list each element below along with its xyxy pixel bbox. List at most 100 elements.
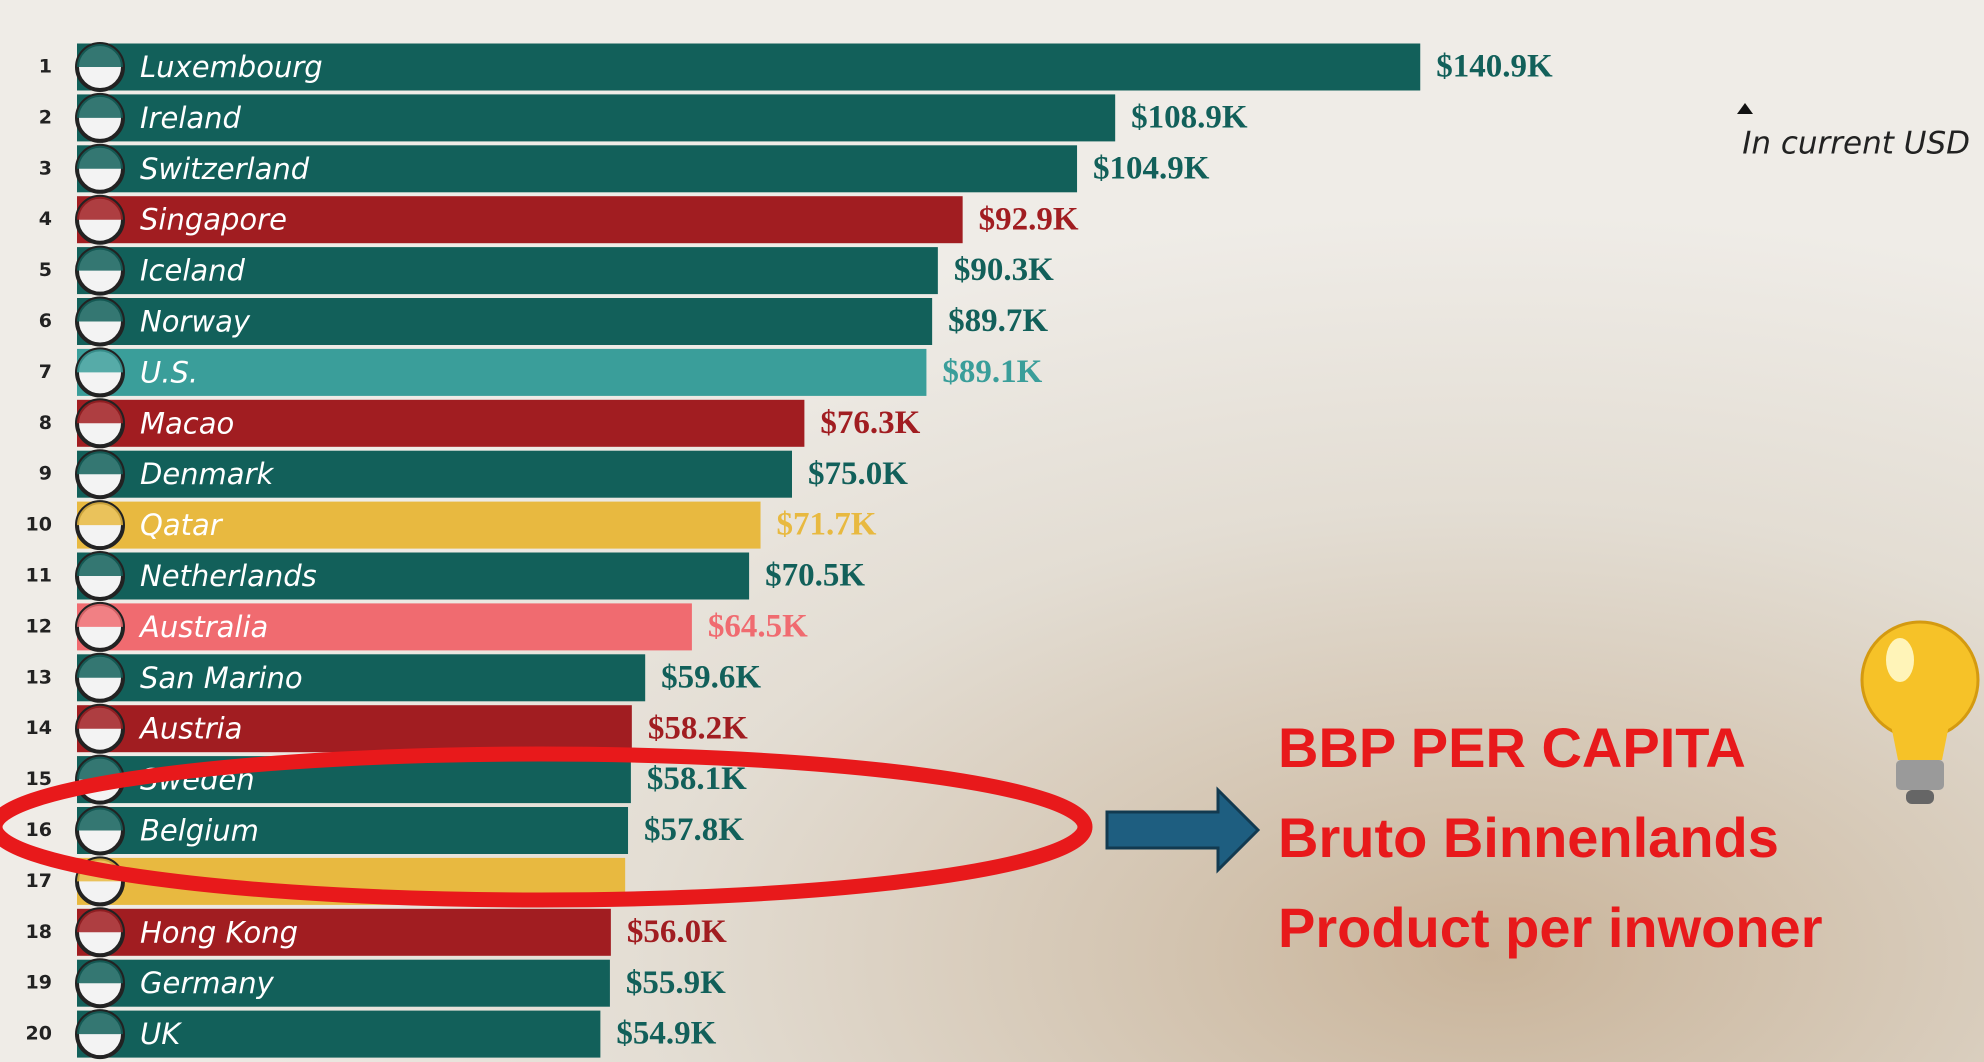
- flag-half: [77, 1011, 123, 1035]
- bar: [77, 552, 750, 600]
- annotation: BBP PER CAPITA: [1278, 716, 1746, 779]
- flag-half: [77, 960, 123, 984]
- bar: [77, 196, 963, 244]
- category-label: Denmark: [140, 457, 274, 491]
- rank-label: 12: [26, 615, 52, 637]
- category-label: Australia: [138, 610, 268, 644]
- value-label: $71.7K: [777, 507, 877, 543]
- bar: [77, 959, 610, 1007]
- flag-half: [77, 349, 123, 373]
- unit-note: In current USD: [1742, 126, 1970, 162]
- rank-label: 8: [39, 412, 52, 434]
- value-label: $76.3K: [820, 405, 920, 441]
- rank-label: 20: [26, 1023, 52, 1045]
- bar: [77, 654, 646, 702]
- rank-label: 18: [26, 921, 52, 943]
- bar: [77, 450, 792, 498]
- category-label: UK: [140, 1017, 182, 1051]
- bar: [77, 1010, 601, 1058]
- flag-half: [77, 502, 123, 526]
- category-label: Switzerland: [140, 152, 310, 186]
- category-label: Luxembourg: [140, 50, 323, 84]
- flag-half: [77, 145, 123, 169]
- flag-half: [77, 654, 123, 678]
- value-label: $92.9K: [979, 201, 1079, 237]
- value-label: $57.8K: [644, 812, 744, 848]
- value-label: $89.1K: [942, 354, 1042, 390]
- bar: [77, 501, 761, 549]
- bar: [77, 298, 933, 345]
- value-label: $140.9K: [1436, 49, 1553, 85]
- flag-half: [77, 603, 123, 627]
- rank-label: 10: [26, 514, 52, 536]
- highlight-ellipse: [0, 746, 1093, 908]
- value-label: $104.9K: [1093, 150, 1210, 186]
- rank-label: 11: [26, 565, 52, 587]
- value-label: $64.5K: [708, 608, 808, 644]
- rank-label: 2: [39, 106, 52, 128]
- flag-half: [77, 44, 123, 67]
- note-arrow: [1737, 103, 1753, 114]
- value-label: $58.1K: [647, 761, 747, 797]
- flag-half: [77, 247, 123, 271]
- category-label: Macao: [140, 406, 234, 440]
- bar: [77, 43, 1421, 91]
- value-label: $58.2K: [648, 710, 748, 746]
- category-label: Qatar: [140, 508, 224, 542]
- annotation: Bruto Binnenlands: [1278, 806, 1779, 869]
- lightbulb: [1860, 620, 1980, 804]
- bar: [77, 807, 629, 854]
- flag-half: [77, 705, 123, 729]
- category-label: Ireland: [140, 101, 242, 135]
- rank-label: 16: [26, 819, 52, 841]
- value-label: $75.0K: [808, 456, 908, 492]
- rank-label: 19: [26, 972, 52, 994]
- flag-half: [77, 298, 123, 322]
- value-label: $59.6K: [661, 659, 761, 695]
- category-label: Singapore: [140, 203, 287, 237]
- flag-half: [77, 909, 123, 933]
- flag-half: [77, 807, 123, 831]
- arrow: [1105, 786, 1261, 874]
- category-label: Germany: [140, 966, 275, 1000]
- category-label: U.S.: [140, 355, 198, 389]
- value-label: $89.7K: [948, 303, 1048, 339]
- bar: [77, 348, 927, 396]
- rank-label: 17: [26, 870, 52, 892]
- rank-label: 6: [39, 310, 52, 332]
- value-label: $90.3K: [954, 252, 1054, 288]
- value-label: $55.9K: [626, 965, 726, 1001]
- value-label: $108.9K: [1131, 99, 1248, 135]
- category-label: Iceland: [140, 254, 246, 288]
- category-label: Norway: [140, 305, 251, 339]
- category-label: San Marino: [140, 661, 303, 695]
- flag-half: [77, 400, 123, 424]
- flag-half: [77, 196, 123, 220]
- category-label: Netherlands: [140, 559, 317, 593]
- category-label: Hong Kong: [140, 915, 298, 949]
- rank-label: 14: [26, 717, 52, 739]
- bar: [77, 94, 1116, 142]
- flag-half: [77, 451, 123, 475]
- annotations: BBP PER CAPITA Bruto Binnenlands Product p…: [1278, 716, 1823, 959]
- category-label: Austria: [138, 712, 242, 746]
- annotation: Product per inwoner: [1278, 896, 1823, 959]
- bar: [77, 145, 1078, 193]
- bar: [77, 908, 611, 956]
- flag-half: [77, 756, 123, 780]
- value-label: $56.0K: [627, 914, 727, 950]
- rank-label: 5: [39, 259, 52, 281]
- flag-half: [77, 94, 123, 118]
- rank-label: 15: [26, 768, 52, 790]
- rank-label: 13: [26, 666, 52, 688]
- rank-label: 3: [39, 157, 52, 179]
- flag-half: [77, 553, 123, 576]
- value-label: $70.5K: [765, 558, 865, 594]
- value-label: $54.9K: [616, 1016, 716, 1052]
- rank-label: 7: [39, 361, 52, 383]
- bar: [77, 399, 805, 447]
- bar: [77, 705, 632, 753]
- bar: [77, 603, 692, 651]
